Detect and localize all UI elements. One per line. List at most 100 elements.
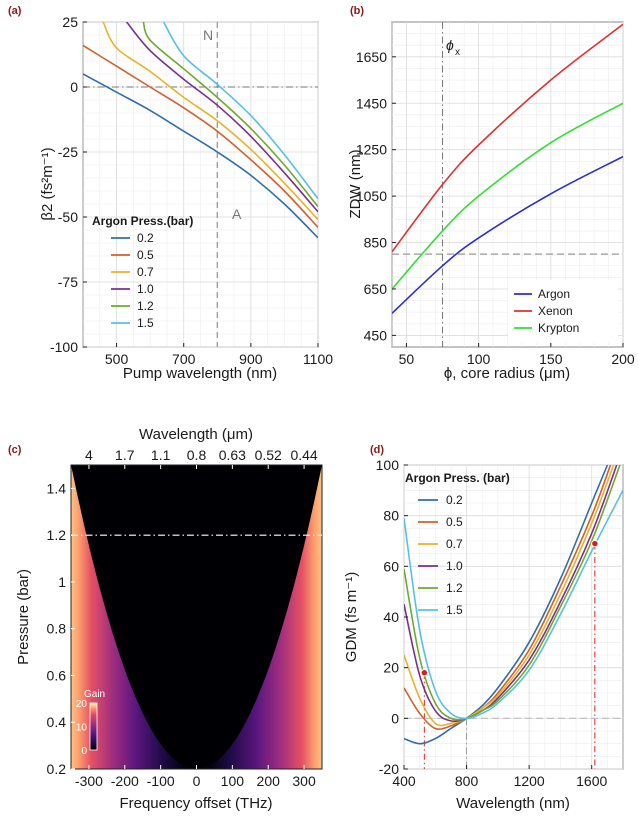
x-tick-label: 1600 (576, 773, 607, 789)
legend-label-0.2: 0.2 (446, 493, 463, 507)
y-tick-label: 0 (391, 710, 399, 726)
y-tick-label: 0 (70, 79, 78, 95)
x-tick-label: 700 (172, 351, 196, 367)
legend-label-Xenon: Xenon (538, 304, 573, 318)
series-line-0.5 (83, 44, 318, 228)
panel-c-ticks: -300 -200 -100 0 100 200 3000.20.40.60.811.21.… (47, 447, 318, 789)
panel-a-reference-lines (83, 22, 318, 347)
panel-c-top-xlabel: Wavelength (μm) (139, 426, 253, 443)
top-tick-label: 0.63 (219, 447, 246, 463)
y-tick-label: 0.4 (47, 714, 67, 730)
panel-a-series (83, 22, 318, 239)
x-tick-label: 0 (193, 773, 201, 789)
panel-d-xlabel: Wavelength (nm) (456, 795, 570, 812)
panel-a-annotation-a: A (232, 206, 242, 222)
panel-b-xlabel: ϕ, core radius (μm) (444, 365, 570, 382)
series-line-0.2 (404, 465, 609, 745)
series-line-1.5 (162, 22, 318, 200)
legend-label-0.5: 0.5 (446, 515, 463, 529)
panel-d: 400 800 1200 1600 100 80 60 40 20 0 -20 (d) Wavele… (343, 444, 624, 812)
legend-label-1.5: 1.5 (137, 316, 154, 330)
legend-label-1.0: 1.0 (137, 282, 154, 296)
series-line-Argon (392, 155, 623, 314)
x-tick-label: 50 (399, 351, 415, 367)
series-line-0.2 (83, 73, 318, 239)
panel-c-colorbar-label: Gain (84, 689, 105, 700)
y-tick-label: 0.6 (47, 667, 67, 683)
panel-d-marker-point (591, 539, 599, 548)
panel-b-series (392, 23, 623, 314)
legend-label-1.0: 1.0 (446, 559, 463, 573)
panel-a: 500 700 900 1100 25 0 -25 -50 -75 -100 (a) Pump w… (8, 5, 333, 382)
x-tick-label: -200 (111, 773, 139, 789)
panel-a-annotation-n: N (203, 27, 213, 43)
top-tick-label: 1.7 (115, 447, 135, 463)
y-tick-label: -75 (58, 274, 78, 290)
y-tick-label: 1.4 (47, 480, 67, 496)
y-tick-label: 1250 (356, 142, 387, 158)
panel-b-annotation-phi: ϕ (446, 37, 454, 53)
y-tick-label: 25 (62, 14, 78, 30)
panel-c-gain-region (71, 465, 322, 769)
top-tick-label: 0.8 (187, 447, 207, 463)
panel-a-ticks: 500 700 900 1100 25 0 -25 -50 -75 -100 (50, 14, 333, 367)
x-tick-label: 100 (467, 351, 491, 367)
x-tick-label: -100 (147, 773, 175, 789)
legend-label-1.5: 1.5 (446, 603, 463, 617)
y-tick-label: 80 (383, 508, 399, 524)
y-tick-label: 100 (376, 457, 400, 473)
y-tick-label: 450 (364, 327, 388, 343)
x-tick-label: 100 (221, 773, 245, 789)
top-tick-label: 0.44 (290, 447, 317, 463)
legend-label-0.7: 0.7 (446, 537, 463, 551)
y-tick-label: 0.8 (47, 621, 67, 637)
legend-label-0.7: 0.7 (137, 265, 154, 279)
series-line-1.2 (404, 465, 621, 721)
x-tick-label: 200 (611, 351, 635, 367)
panel-d-legend: Argon Press. (bar) 0.2 0.5 0.7 1.0 1.2 1.5 (405, 471, 510, 617)
panel-c-colorbar: Gain 0 10 20 (76, 689, 105, 757)
panel-b-ticks: 50 100 150 200 450 650 850 1050 1250 1450 1650 (356, 49, 635, 367)
y-tick-label: 1 (58, 574, 66, 590)
series-line-0.7 (102, 22, 318, 221)
legend-label-Argon: Argon (538, 287, 570, 301)
y-tick-label: 1650 (356, 49, 387, 65)
x-tick-label: 900 (239, 351, 263, 367)
y-tick-label: 1450 (356, 95, 387, 111)
colorbar-tick-label: 0 (81, 746, 87, 757)
x-tick-label: 400 (392, 773, 416, 789)
series-line-0.7 (404, 465, 615, 727)
top-tick-label: 0.52 (255, 447, 282, 463)
panel-b-annotation-sub: x (455, 47, 460, 58)
x-tick-label: 1200 (514, 773, 545, 789)
legend-label-1.2: 1.2 (446, 581, 463, 595)
panel-b-legend: Argon Xenon Krypton (514, 287, 579, 335)
series-line-1.0 (125, 22, 318, 213)
y-tick-label: -25 (58, 144, 78, 160)
panel-a-label: (a) (8, 5, 22, 17)
series-line-1.2 (142, 22, 318, 208)
panel-c-xlabel: Frequency offset (THz) (119, 795, 272, 812)
panel-b: 50 100 150 200 450 650 850 1050 1250 1450 1650 (b)… (347, 5, 635, 382)
y-tick-label: 60 (383, 558, 399, 574)
top-tick-label: 1.1 (151, 447, 171, 463)
panel-d-series (404, 465, 623, 745)
y-tick-label: -50 (58, 209, 78, 225)
x-tick-label: 1100 (303, 351, 333, 367)
y-tick-label: -20 (379, 761, 399, 777)
panel-d-ticks: 400 800 1200 1600 100 80 60 40 20 0 -20 (376, 457, 608, 789)
panel-a-xlabel: Pump wavelength (nm) (123, 365, 277, 382)
x-tick-label: 200 (257, 773, 281, 789)
panel-a-legend: Argon Press.(bar) 0.2 0.5 0.7 1.0 1.2 1.5 (92, 214, 193, 330)
panel-d-label: (d) (370, 444, 384, 456)
legend-label-0.2: 0.2 (137, 231, 154, 245)
y-tick-label: 40 (383, 609, 399, 625)
legend-label-Krypton: Krypton (538, 321, 579, 335)
y-tick-label: 20 (383, 660, 399, 676)
top-tick-label: 4 (85, 447, 93, 463)
series-line-1.5 (404, 489, 623, 720)
y-tick-label: -100 (50, 339, 78, 355)
x-tick-label: -300 (75, 773, 103, 789)
panel-d-ylabel: GDM (fs m⁻¹) (343, 572, 360, 662)
